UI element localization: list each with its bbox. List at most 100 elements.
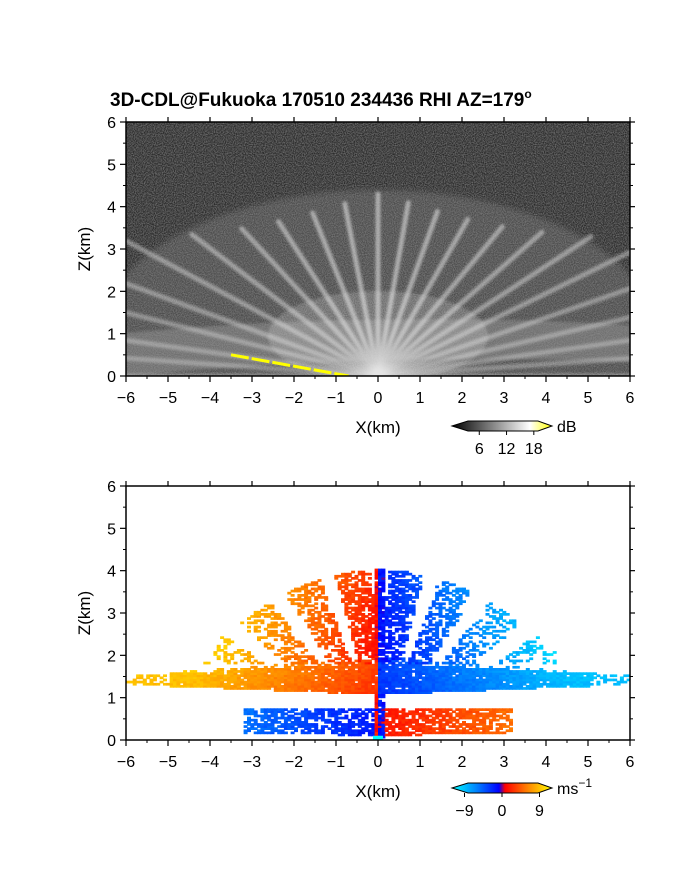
velocity-cell bbox=[398, 579, 403, 582]
velocity-cell bbox=[378, 682, 382, 686]
velocity-cell bbox=[515, 659, 520, 663]
velocity-cell bbox=[472, 672, 477, 675]
velocity-cell bbox=[257, 680, 261, 684]
velocity-cell bbox=[418, 729, 423, 733]
velocity-cell bbox=[448, 659, 453, 663]
velocity-cell bbox=[183, 672, 188, 675]
velocity-cell bbox=[401, 716, 406, 720]
velocity-cell bbox=[367, 655, 372, 658]
velocity-cell bbox=[378, 659, 382, 663]
velocity-cell bbox=[562, 676, 567, 680]
velocity-cell bbox=[294, 655, 298, 658]
velocity-cell bbox=[421, 655, 426, 658]
velocity-cell bbox=[586, 680, 591, 684]
velocity-cell bbox=[247, 678, 251, 682]
velocity-cell bbox=[529, 670, 534, 673]
velocity-cell bbox=[509, 685, 513, 688]
velocity-cell bbox=[331, 640, 335, 644]
velocity-cell bbox=[472, 668, 477, 671]
velocity-cell bbox=[367, 733, 372, 737]
velocity-cell bbox=[525, 687, 530, 690]
velocity-cell bbox=[451, 687, 456, 690]
velocity-cell bbox=[415, 596, 419, 599]
velocity-cell bbox=[381, 640, 386, 644]
velocity-cell bbox=[401, 657, 406, 661]
velocity-cell bbox=[546, 674, 550, 678]
velocity-cell bbox=[374, 613, 379, 616]
velocity-cell bbox=[472, 729, 477, 733]
velocity-cell bbox=[492, 608, 497, 612]
velocity-cell bbox=[260, 716, 265, 720]
velocity-cell bbox=[307, 610, 312, 614]
velocity-cell bbox=[367, 663, 372, 667]
velocity-cell bbox=[294, 721, 298, 724]
velocity-cell bbox=[290, 594, 295, 597]
velocity-cell bbox=[478, 731, 483, 735]
velocity-cell bbox=[270, 727, 275, 730]
velocity-cell bbox=[381, 682, 386, 686]
velocity-cell bbox=[324, 642, 329, 646]
velocity-cell bbox=[388, 691, 393, 694]
velocity-cell bbox=[186, 676, 191, 680]
velocity-cell bbox=[226, 687, 231, 690]
velocity-cell bbox=[294, 680, 298, 684]
velocity-cell bbox=[398, 682, 403, 686]
velocity-cell bbox=[374, 574, 379, 578]
velocity-cell bbox=[435, 629, 440, 633]
velocity-cell bbox=[431, 600, 436, 603]
velocity-cell bbox=[337, 574, 342, 578]
velocity-cell bbox=[401, 581, 406, 584]
velocity-cell bbox=[361, 589, 366, 593]
velocity-cell bbox=[344, 725, 349, 728]
velocity-cell bbox=[378, 572, 382, 576]
velocity-cell bbox=[297, 610, 302, 614]
velocity-cell bbox=[290, 710, 295, 714]
velocity-cell bbox=[331, 712, 335, 716]
velocity-cell bbox=[371, 685, 376, 688]
velocity-cell bbox=[341, 649, 345, 652]
velocity-cell bbox=[213, 685, 218, 688]
velocity-cell bbox=[374, 649, 379, 652]
velocity-cell bbox=[361, 718, 366, 722]
velocity-cell bbox=[472, 718, 477, 722]
velocity-cell bbox=[347, 691, 352, 694]
velocity-cell bbox=[431, 604, 436, 608]
velocity-cell bbox=[603, 680, 608, 684]
velocity-cell bbox=[304, 619, 309, 623]
velocity-cell bbox=[485, 727, 490, 730]
velocity-cell bbox=[300, 659, 305, 663]
velocity-cell bbox=[146, 674, 151, 678]
velocity-cell bbox=[425, 678, 429, 682]
velocity-cell bbox=[357, 680, 362, 684]
velocity-cell bbox=[367, 608, 372, 612]
velocity-cell bbox=[357, 689, 362, 692]
velocity-cell bbox=[341, 646, 345, 650]
velocity-cell bbox=[441, 708, 446, 711]
velocity-cell bbox=[488, 632, 493, 635]
velocity-cell bbox=[270, 665, 275, 669]
velocity-cell bbox=[472, 714, 477, 718]
velocity-cell bbox=[367, 689, 372, 692]
velocity-cell bbox=[374, 718, 379, 722]
velocity-cell bbox=[307, 623, 312, 627]
velocity-cell bbox=[344, 602, 349, 606]
velocity-cell bbox=[435, 591, 440, 595]
velocity-cell bbox=[401, 617, 406, 620]
velocity-cell bbox=[260, 670, 265, 673]
velocity-cell bbox=[478, 723, 483, 726]
velocity-ylabel: Z(km) bbox=[75, 591, 94, 635]
velocity-cell bbox=[478, 670, 483, 673]
velocity-cell bbox=[445, 708, 450, 711]
velocity-cell bbox=[142, 682, 147, 686]
velocity-cell bbox=[260, 668, 265, 671]
velocity-cell bbox=[357, 570, 362, 574]
velocity-cell bbox=[317, 623, 322, 627]
velocity-cell bbox=[283, 674, 288, 678]
velocity-cell bbox=[250, 672, 255, 675]
velocity-cell bbox=[247, 659, 251, 663]
velocity-cell bbox=[186, 674, 191, 678]
velocity-cell bbox=[502, 716, 507, 720]
velocity-cell bbox=[404, 602, 409, 606]
velocity-cell bbox=[542, 670, 547, 673]
velocity-cell bbox=[404, 721, 409, 724]
